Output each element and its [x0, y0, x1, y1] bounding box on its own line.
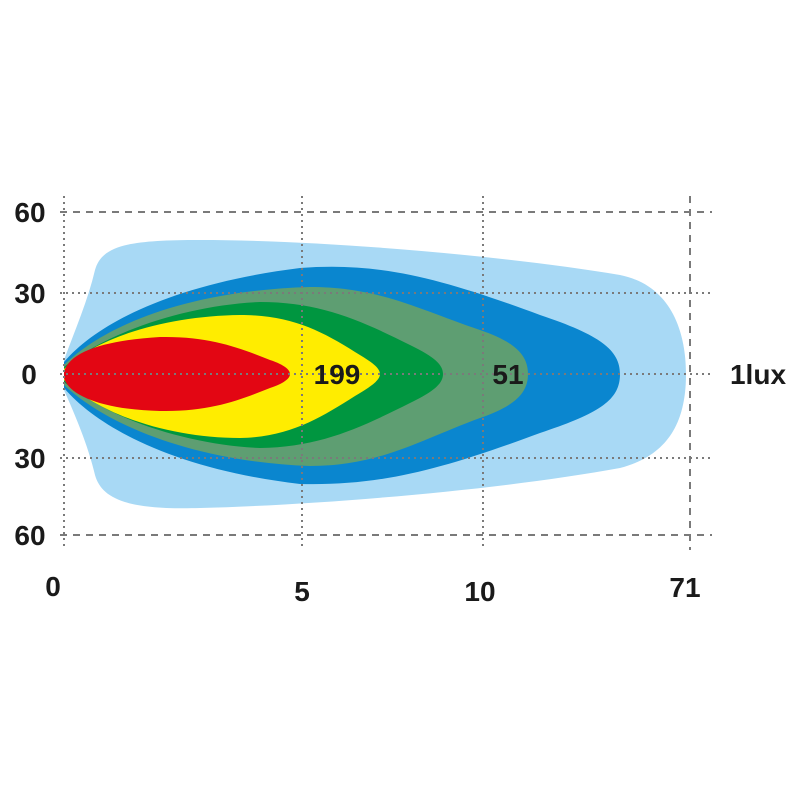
y-tick-labels: 60 30 0 30 60 — [14, 197, 45, 551]
y-tick-label: 30 — [14, 278, 45, 309]
contour-label-199: 199 — [314, 359, 361, 390]
y-tick-label: 30 — [14, 443, 45, 474]
x-tick-label: 0 — [45, 571, 61, 602]
y-tick-label: 0 — [21, 359, 37, 390]
y-tick-label: 60 — [14, 520, 45, 551]
zone-red — [64, 336, 290, 412]
x-tick-label: 71 — [669, 572, 700, 603]
x-tick-label: 5 — [294, 576, 310, 607]
contour-label-51: 51 — [492, 359, 523, 390]
y-tick-label: 60 — [14, 197, 45, 228]
x-tick-labels: 0 5 10 71 — [45, 571, 700, 607]
x-tick-label: 10 — [464, 576, 495, 607]
grid — [60, 196, 712, 550]
contour-label-1lux: 1lux — [730, 359, 786, 390]
